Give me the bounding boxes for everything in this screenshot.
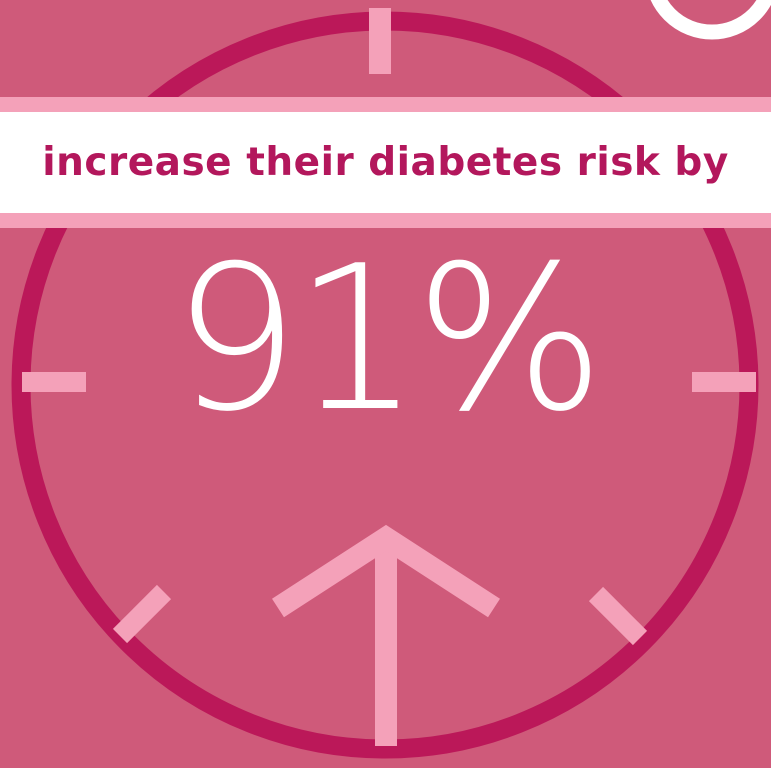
headline-banner: increase their diabetes risk by bbox=[0, 97, 771, 228]
stat-value: 91% bbox=[172, 223, 605, 456]
tick-lower-right bbox=[588, 586, 648, 646]
headline-text: increase their diabetes risk by bbox=[42, 140, 729, 185]
up-arrow-icon bbox=[272, 524, 500, 746]
partial-ring-icon bbox=[650, 0, 771, 40]
tick-lower-left bbox=[112, 584, 172, 644]
